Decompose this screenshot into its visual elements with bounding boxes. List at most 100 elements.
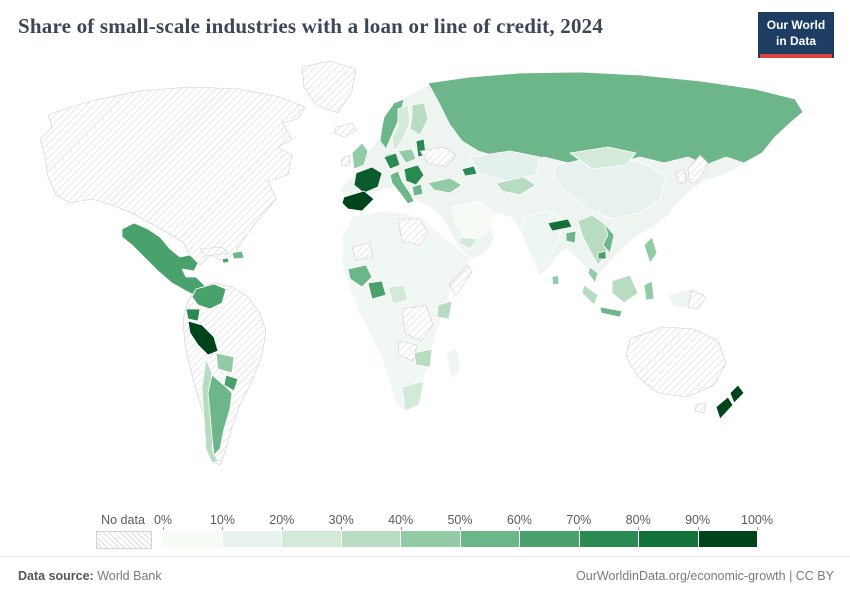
legend-tick-mark [460, 527, 461, 530]
region-central-asia[interactable] [495, 176, 537, 196]
region-japan[interactable] [687, 154, 709, 184]
region-west-africa[interactable] [347, 264, 373, 288]
region-java[interactable] [599, 306, 623, 318]
region-greece[interactable] [411, 183, 424, 197]
legend-tick-label: 10% [209, 513, 235, 527]
region-angola[interactable] [397, 340, 418, 362]
region-mongolia[interactable] [569, 146, 637, 170]
region-north-america[interactable] [39, 86, 306, 266]
data-source-label: Data source: [18, 569, 94, 583]
region-vietnam[interactable] [602, 222, 615, 254]
region-ukraine[interactable] [419, 146, 457, 168]
region-germany[interactable] [383, 152, 401, 170]
region-sulawesi[interactable] [643, 280, 655, 301]
region-malaysia[interactable] [587, 266, 599, 284]
region-balkans[interactable] [403, 164, 425, 186]
region-cambodia[interactable] [597, 250, 607, 260]
legend-bin[interactable] [519, 531, 579, 547]
region-france[interactable] [353, 166, 383, 194]
legend-bin[interactable] [400, 531, 460, 547]
region-greenland[interactable] [301, 60, 357, 114]
region-caucasus[interactable] [461, 165, 478, 177]
region-nepal[interactable] [547, 218, 573, 232]
region-somalia[interactable] [448, 264, 473, 296]
legend-bin[interactable] [281, 531, 341, 547]
region-italy[interactable] [389, 170, 415, 205]
legend-tick-labels: 0% 10% 20% 30% 40% 50% 60% 70% 80% 90% 100% [154, 513, 773, 527]
region-india[interactable] [520, 210, 565, 270]
region-philippines[interactable] [643, 236, 658, 264]
legend-tick-label: 20% [269, 513, 295, 527]
region-kenya[interactable] [436, 300, 453, 320]
legend-bin[interactable] [697, 531, 757, 547]
region-hispaniola[interactable] [231, 250, 245, 260]
region-bolivia[interactable] [215, 352, 235, 374]
owid-logo-accent-bar [760, 54, 832, 59]
region-zambia[interactable] [413, 348, 433, 368]
region-spain-portugal[interactable] [341, 190, 375, 212]
region-mauritania[interactable] [351, 242, 374, 261]
legend-bin[interactable] [163, 531, 222, 547]
region-turkey[interactable] [427, 177, 463, 194]
region-peru[interactable] [187, 320, 219, 356]
data-source-value: World Bank [97, 569, 162, 583]
legend-tick-mark [400, 527, 402, 530]
region-jamaica[interactable] [221, 257, 230, 264]
region-madagascar[interactable] [445, 346, 462, 380]
region-new-zealand-south[interactable] [715, 396, 734, 420]
region-colombia[interactable] [191, 283, 227, 310]
region-sri-lanka[interactable] [551, 274, 560, 286]
region-south-africa[interactable] [401, 380, 425, 412]
region-sweden[interactable] [391, 104, 411, 152]
legend-tick-mark [519, 527, 521, 530]
region-iceland[interactable] [333, 122, 357, 138]
credit-link[interactable]: OurWorldinData.org/economic-growth | CC … [576, 569, 834, 583]
region-argentina[interactable] [207, 374, 233, 456]
legend-tick-mark [341, 527, 343, 530]
region-ecuador[interactable] [185, 308, 201, 322]
legend-no-data-label: No data [101, 513, 145, 527]
region-poland[interactable] [397, 148, 417, 164]
legend-bin[interactable] [340, 531, 400, 547]
legend-bin[interactable] [221, 531, 281, 547]
region-mexico[interactable] [121, 222, 215, 304]
legend-bin[interactable] [578, 531, 638, 547]
region-bangladesh[interactable] [565, 230, 577, 244]
legend-tick-mark [757, 527, 758, 530]
region-australia[interactable] [625, 326, 727, 398]
legend-tick-label: 0% [153, 513, 173, 527]
region-libya[interactable] [397, 218, 429, 246]
region-yemen[interactable] [458, 236, 479, 250]
region-new-zealand-north[interactable] [729, 384, 745, 404]
legend-tick-label: 30% [328, 513, 354, 527]
region-korea[interactable] [675, 168, 688, 185]
legend-tick-label: 100% [741, 513, 773, 527]
region-tasmania[interactable] [694, 402, 707, 414]
legend-no-data-swatch[interactable] [96, 531, 152, 549]
world-map [39, 60, 804, 466]
region-papua-east[interactable] [687, 289, 707, 310]
region-drc[interactable] [401, 304, 434, 342]
region-ireland[interactable] [340, 154, 351, 167]
chart-footer: Data source: World Bank OurWorldinData.o… [0, 556, 850, 600]
region-ghana[interactable] [367, 280, 387, 300]
owid-logo[interactable]: Our World in Data [758, 12, 834, 59]
region-kazakhstan[interactable] [469, 150, 541, 182]
legend-bin[interactable] [459, 531, 519, 547]
map-legend: No data 0% 10% 20% 30% 40% 50% 60% 70% 80% 90% 100… [0, 512, 850, 554]
region-borneo[interactable] [611, 274, 639, 304]
region-saudi-arabia[interactable] [451, 200, 497, 242]
legend-tick-label: 60% [506, 513, 532, 527]
legend-tick-mark [697, 527, 699, 530]
region-united-kingdom[interactable] [351, 142, 369, 170]
owid-logo-line2: in Data [775, 33, 816, 48]
legend-bin[interactable] [638, 531, 698, 547]
region-cuba[interactable] [199, 246, 229, 257]
region-sumatra[interactable] [581, 284, 599, 306]
region-paraguay[interactable] [223, 374, 239, 392]
legend-bins [163, 531, 757, 547]
legend-tick-mark [638, 527, 640, 530]
region-nigeria[interactable] [387, 284, 409, 305]
region-finland[interactable] [409, 102, 429, 136]
